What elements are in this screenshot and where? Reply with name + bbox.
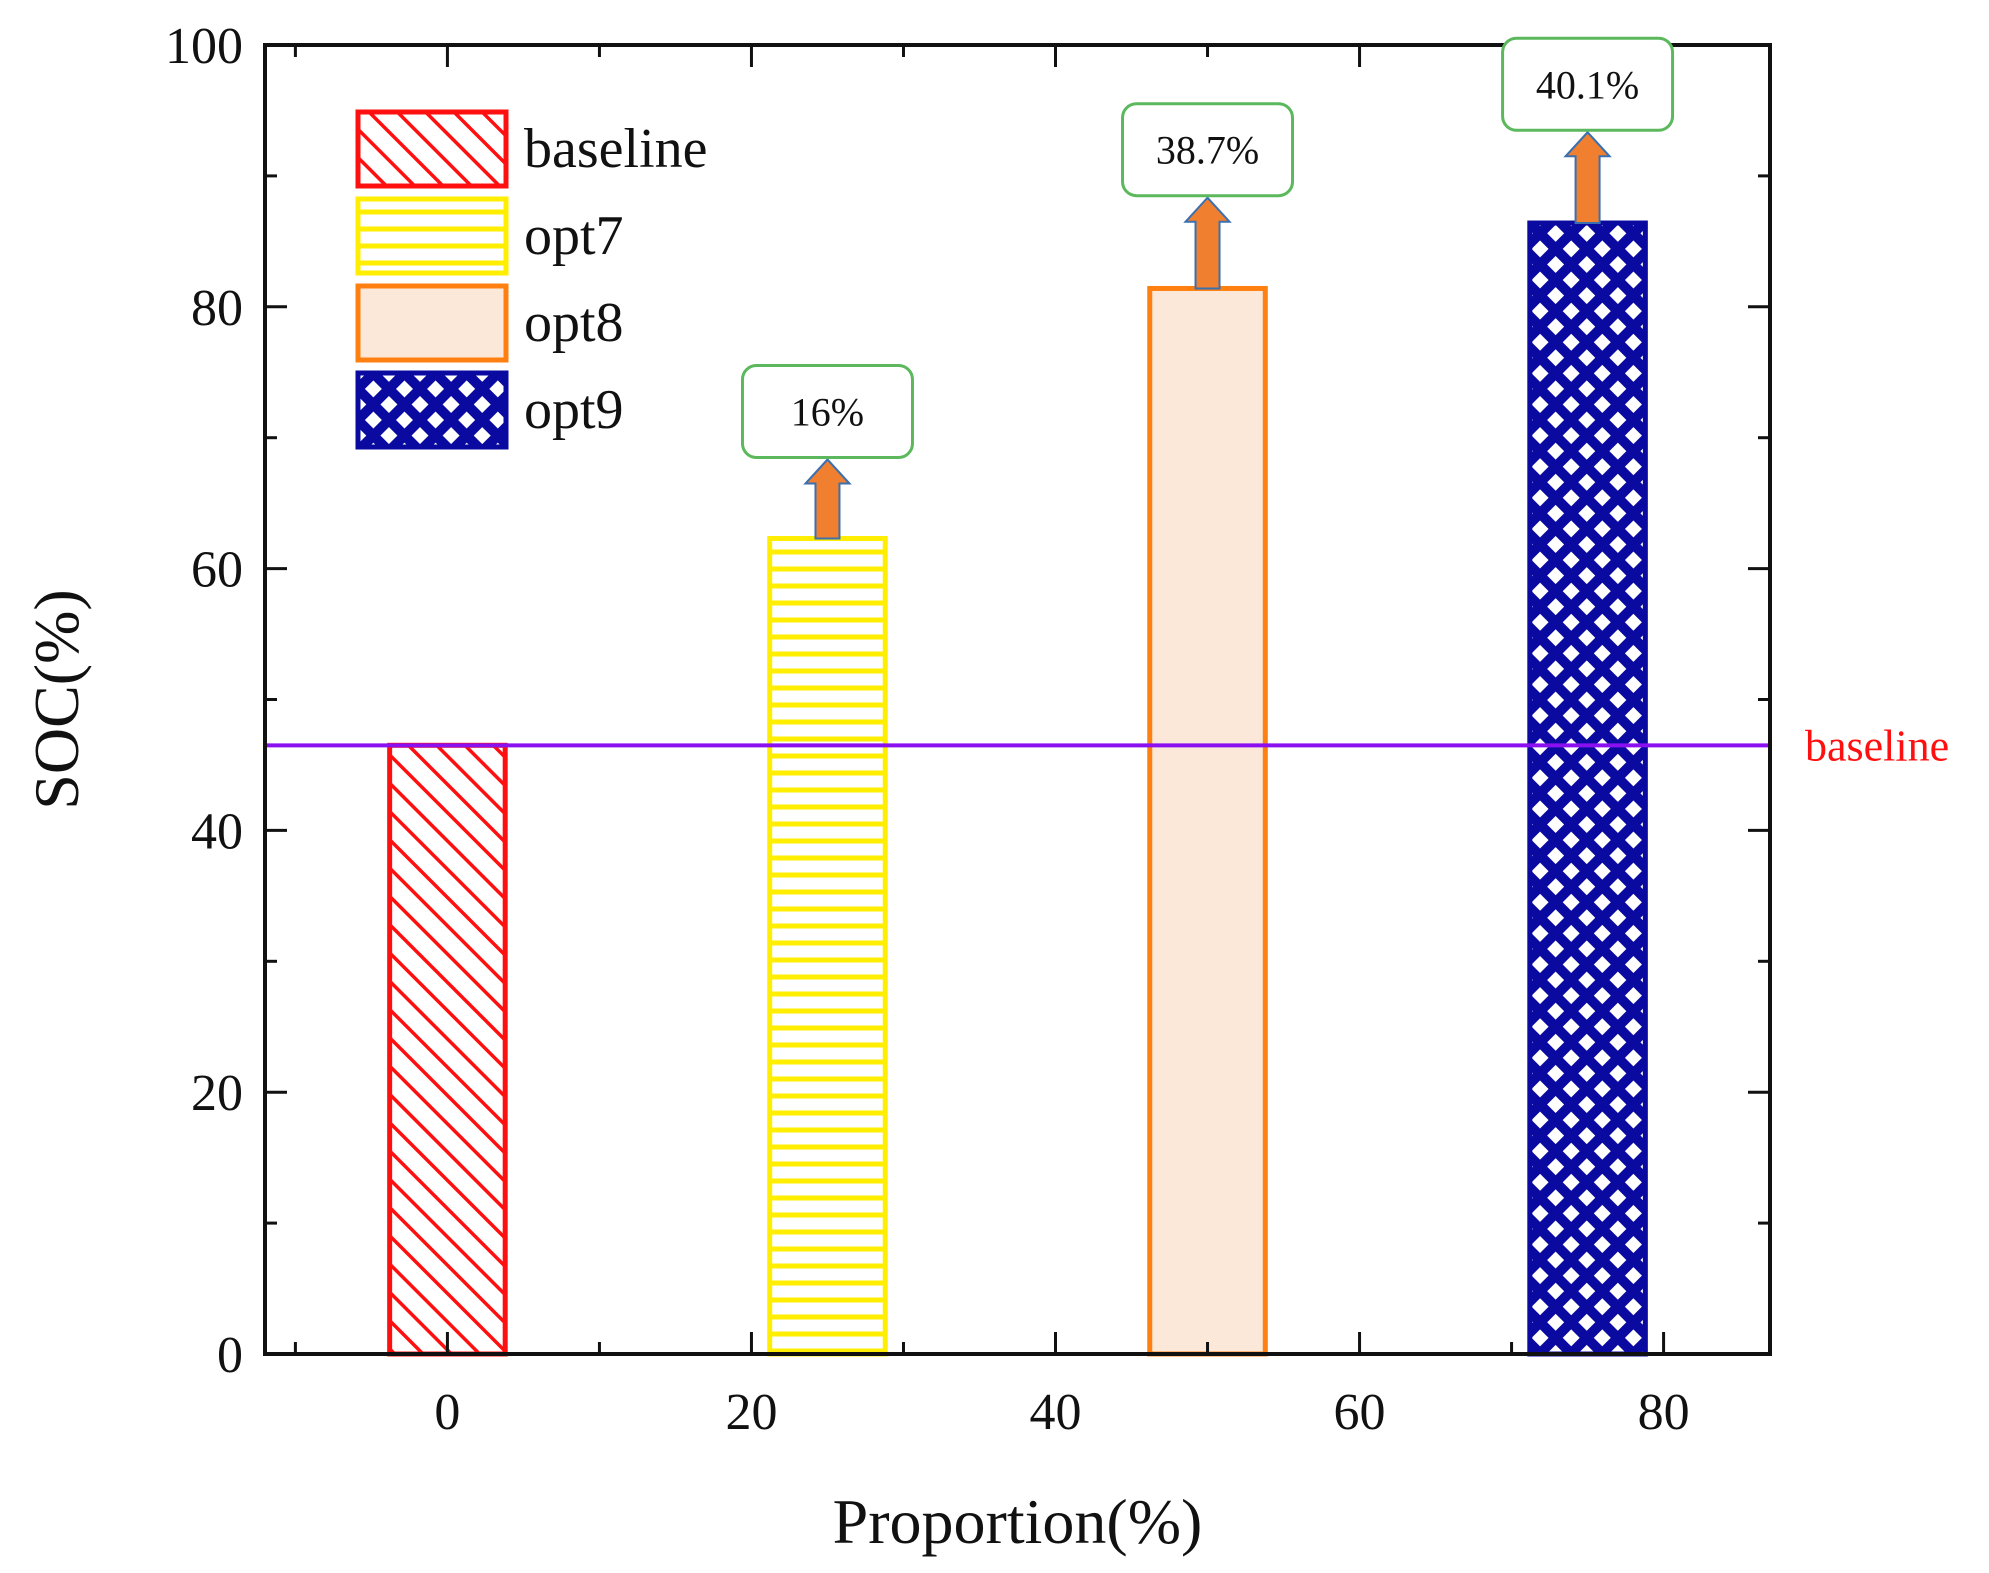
legend-swatch-opt9 (355, 370, 509, 450)
y-tick-label: 100 (165, 18, 243, 75)
x-tick-label: 20 (725, 1384, 777, 1441)
annotation-arrow (1563, 130, 1612, 225)
y-tick-label: 20 (191, 1065, 243, 1122)
reference-line-label: baseline (1805, 721, 1949, 770)
x-tick-label: 0 (434, 1384, 460, 1441)
y-tick-label: 0 (217, 1327, 243, 1384)
y-tick-label: 40 (191, 803, 243, 860)
annotation-box (740, 364, 914, 460)
legend-label-opt7: opt7 (524, 205, 624, 267)
x-axis-title: Proportion(%) (833, 1486, 1203, 1557)
legend-label-opt8: opt8 (524, 292, 624, 354)
x-tick-label: 80 (1638, 1384, 1690, 1441)
y-axis-title: SOC(%) (21, 589, 92, 809)
annotation-box (1501, 36, 1675, 132)
annotation-box (1121, 102, 1295, 198)
bar-opt7 (767, 535, 888, 1357)
annotation-label: 38.7% (1156, 128, 1259, 173)
annotation-arrow (803, 458, 852, 540)
y-tick-label: 60 (191, 542, 243, 599)
bar-baseline (387, 742, 508, 1357)
legend-swatch-opt8 (355, 283, 509, 363)
annotation-label: 16% (791, 390, 864, 435)
bar-opt9 (1527, 220, 1648, 1357)
bar-opt8 (1147, 285, 1268, 1357)
annotation-arrow (1183, 196, 1232, 290)
legend-label-baseline: baseline (524, 118, 707, 180)
legend-label-opt9: opt9 (524, 379, 624, 441)
x-tick-label: 60 (1334, 1384, 1386, 1441)
legend-swatch-baseline (355, 109, 509, 189)
y-tick-label: 80 (191, 280, 243, 337)
annotation-label: 40.1% (1536, 62, 1639, 107)
legend-swatch-opt7 (355, 196, 509, 276)
x-tick-label: 40 (1030, 1384, 1082, 1441)
